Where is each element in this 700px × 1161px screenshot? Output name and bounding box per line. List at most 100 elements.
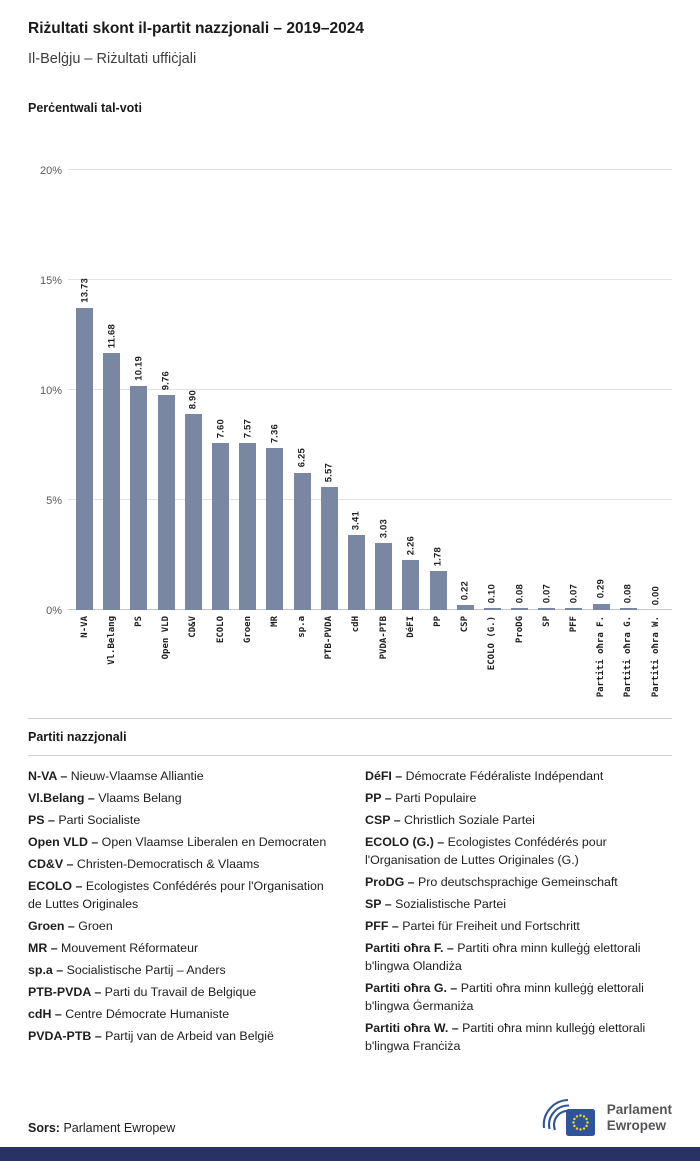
bar [619, 608, 637, 610]
legend-item: Groen – Groen [28, 918, 113, 933]
x-label-cell: PTB-PVDA [316, 616, 343, 718]
legend-col-left: N-VA – Nieuw-Vlaamse Alliantie Vl.Belang … [28, 768, 335, 1060]
legend-item: Partiti oħra F. – Partiti oħra minn kull… [365, 940, 641, 973]
x-axis-label: MR [269, 616, 280, 627]
bar-value-label: 3.03 [378, 519, 390, 539]
x-axis-label: DéFI [405, 616, 416, 638]
legend-item: PTB-PVDA – Parti du Travail de Belgique [28, 984, 257, 999]
gridline [68, 499, 672, 500]
legend-item: SP – Sozialistische Partei [365, 896, 506, 911]
bar-value-label: 7.36 [269, 423, 281, 444]
x-label-cell: ECOLO [207, 616, 234, 718]
hemicycle-arc-icon [547, 1104, 569, 1130]
x-label-cell: PS [125, 616, 152, 718]
legend-item-abbr: sp.a – [28, 962, 64, 977]
bar-value-label: 8.90 [187, 389, 199, 410]
legend-item-abbr: Partiti oħra G. – [365, 980, 458, 995]
bar-cell: 5.57 [316, 170, 343, 610]
bar [103, 353, 121, 610]
bar-cell: 0.10 [479, 170, 506, 610]
bar [293, 472, 311, 610]
bar-cell: 7.57 [234, 170, 261, 610]
bar-cell: 0.08 [506, 170, 533, 610]
source-label: Sors: [28, 1121, 60, 1135]
bar-cell: 0.07 [560, 170, 587, 610]
legend-item-abbr: Vl.Belang – [28, 790, 95, 805]
ep-logo-icon [542, 1098, 595, 1136]
bar-cell: 3.41 [343, 170, 370, 610]
x-label-cell: CSP [452, 616, 479, 718]
legend-item-abbr: Open VLD – [28, 834, 99, 849]
bar [592, 603, 610, 610]
bar-value-label: 7.57 [242, 419, 254, 439]
legend-item-abbr: PP – [365, 790, 392, 805]
legend-item-abbr: PTB-PVDA – [28, 984, 102, 999]
x-axis-label: Partiti oħra F. [596, 616, 607, 698]
x-label-cell: Groen [234, 616, 261, 718]
legend-item: PS – Parti Socialiste [28, 812, 141, 827]
legend-item: CD&V – Christen-Democratisch & Vlaams [28, 856, 260, 871]
bar [456, 605, 474, 610]
bar [565, 608, 583, 610]
x-label-cell: SP [533, 616, 560, 718]
ep-logo-text: Parlament Ewropew [607, 1102, 672, 1133]
legend-item: MR – Mouvement Réformateur [28, 940, 199, 955]
bar-value-label: 0.08 [514, 583, 526, 604]
bar-cell: 1.78 [424, 170, 451, 610]
bar-cell: 11.68 [98, 170, 125, 610]
bar [266, 448, 284, 610]
bar-cell: 3.03 [370, 170, 397, 610]
gridline [68, 389, 672, 390]
y-axis-tick-label: 5% [46, 495, 62, 507]
bar-value-label: 0.29 [595, 579, 607, 599]
bar [538, 608, 556, 610]
x-label-cell: Partiti oħra F. [588, 616, 615, 718]
legend-item: ECOLO (G.) – Ecologistes Confédérés pour… [365, 834, 607, 867]
legend-item-abbr: Partiti oħra W. – [365, 1020, 459, 1035]
legend-item-abbr: PVDA-PTB – [28, 1028, 102, 1043]
bar [130, 385, 148, 610]
gridline [68, 169, 672, 170]
bar-cell: 9.76 [153, 170, 180, 610]
bar [184, 414, 202, 610]
legend-item: Partiti oħra W. – Partiti oħra minn kull… [365, 1020, 646, 1053]
bar-value-label: 0.08 [622, 583, 634, 604]
legend-item-abbr: SP – [365, 896, 392, 911]
x-axis-label: ProDG [514, 616, 525, 644]
legend-item-abbr: ProDG – [365, 874, 415, 889]
bar-value-label: 0.07 [541, 584, 553, 604]
ep-logo-text-line2: Ewropew [606, 1118, 666, 1133]
eu-flag-icon [565, 1109, 595, 1136]
bar-cell: 0.29 [588, 170, 615, 610]
eu-stars-icon [572, 1114, 589, 1131]
y-axis-tick-label: 10% [39, 385, 62, 397]
bar-value-label: 0.07 [568, 584, 580, 604]
bar-cell: 0.00 [642, 170, 669, 610]
x-axis-label: sp.a [297, 616, 308, 638]
bar-chart: Perċentwali tal-voti 13.73 11.68 10.19 9.76… [28, 101, 672, 718]
x-label-cell: Partiti oħra W. [642, 616, 669, 718]
x-label-cell: ECOLO (G.) [479, 616, 506, 718]
x-axis-label: Partiti oħra G. [623, 616, 634, 698]
bar-cell: 0.07 [533, 170, 560, 610]
x-label-cell: DéFI [397, 616, 424, 718]
x-axis-label: PS [133, 616, 144, 627]
ep-logo[interactable]: Parlament Ewropew [541, 1097, 672, 1139]
x-axis-label: CSP [460, 616, 471, 633]
legend-item-abbr: DéFI – [365, 769, 403, 783]
y-axis-tick-label: 15% [39, 275, 62, 287]
legend-item: CSP – Christlich Soziale Partei [365, 812, 535, 827]
legend-item: Vl.Belang – Vlaams Belang [28, 790, 182, 805]
bar-value-label: 0.00 [650, 585, 662, 605]
legend-item-abbr: Partiti oħra F. – [365, 940, 454, 955]
x-axis-label: Groen [242, 616, 253, 644]
chart-title: Perċentwali tal-voti [28, 101, 142, 115]
x-axis-label: Partiti oħra W. [650, 616, 661, 698]
x-label-cell: cdH [343, 616, 370, 718]
x-axis-label: Open VLD [161, 616, 172, 660]
x-labels-row: N-VA Vl.Belang PS Open VLD CD&V ECOLO Groen MR s… [68, 616, 672, 718]
bar-value-label: 2.26 [405, 535, 417, 556]
bar-cell: 2.26 [397, 170, 424, 610]
legend-item: PVDA-PTB – Partij van de Arbeid van Belg… [28, 1028, 274, 1043]
bar-value-label: 13.73 [79, 278, 91, 303]
